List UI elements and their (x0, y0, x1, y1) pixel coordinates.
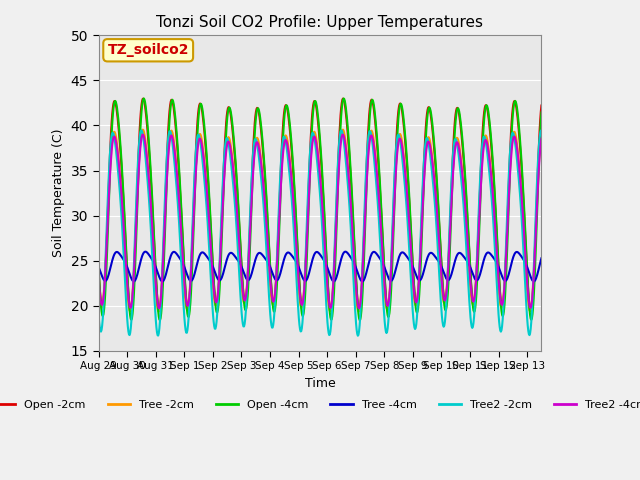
Tree2 -4cm (424, 139, 432, 144)
Tree -4cm (342, 249, 349, 254)
Tree2 -4cm (97, 296, 104, 302)
X-axis label: Time: Time (305, 377, 335, 390)
Open -2cm (339, 96, 347, 101)
Open -2cm (301, 280, 308, 286)
Open -2cm (95, 267, 102, 273)
Open -4cm (140, 96, 148, 101)
Open -2cm (424, 105, 432, 110)
Tree -4cm (159, 278, 166, 284)
Tree -4cm (95, 264, 102, 270)
Tree -2cm (300, 285, 308, 290)
Tree2 -2cm (413, 315, 420, 321)
Open -4cm (413, 309, 421, 315)
Tree2 -2cm (157, 308, 164, 313)
Tree2 -4cm (157, 298, 164, 304)
Tree -4cm (157, 277, 164, 283)
Line: Open -2cm: Open -2cm (99, 98, 541, 311)
Tree -4cm (538, 255, 545, 261)
Tree -2cm (355, 309, 362, 314)
Tree2 -4cm (413, 295, 421, 300)
Tree2 -2cm (95, 312, 102, 318)
Open -2cm (284, 111, 292, 117)
Tree -2cm (339, 127, 347, 132)
Open -2cm (97, 294, 104, 300)
Tree -4cm (301, 278, 308, 284)
Line: Tree -2cm: Tree -2cm (99, 130, 541, 312)
Tree -2cm (284, 138, 291, 144)
Title: Tonzi Soil CO2 Profile: Upper Temperatures: Tonzi Soil CO2 Profile: Upper Temperatur… (157, 15, 483, 30)
Tree2 -4cm (339, 132, 347, 137)
Open -2cm (413, 298, 421, 303)
Tree2 -2cm (538, 127, 545, 133)
Open -2cm (156, 308, 163, 314)
Tree2 -4cm (300, 287, 308, 292)
Tree -2cm (95, 285, 102, 290)
Tree2 -2cm (354, 333, 362, 338)
Open -2cm (538, 103, 545, 108)
Open -4cm (538, 109, 545, 115)
Y-axis label: Soil Temperature (C): Soil Temperature (C) (52, 129, 65, 257)
Line: Tree2 -2cm: Tree2 -2cm (99, 130, 541, 336)
Tree2 -4cm (95, 276, 102, 282)
Open -4cm (301, 288, 309, 293)
Open -4cm (95, 264, 102, 270)
Open -4cm (158, 303, 166, 309)
Line: Tree2 -4cm: Tree2 -4cm (99, 134, 541, 308)
Tree -4cm (284, 250, 292, 255)
Tree2 -4cm (355, 305, 363, 311)
Tree2 -4cm (538, 136, 545, 142)
Tree -4cm (424, 253, 432, 259)
Open -2cm (157, 295, 165, 301)
Tree2 -2cm (97, 328, 104, 334)
Line: Open -4cm: Open -4cm (99, 98, 541, 320)
Tree -2cm (538, 131, 545, 136)
Open -4cm (156, 317, 164, 323)
Open -4cm (97, 295, 104, 301)
Tree -2cm (97, 302, 104, 308)
Tree -2cm (413, 294, 421, 300)
Tree2 -2cm (284, 152, 291, 158)
Open -4cm (285, 111, 292, 117)
Tree -2cm (157, 298, 164, 303)
Tree2 -2cm (424, 136, 431, 142)
Open -4cm (424, 108, 432, 113)
Tree -4cm (413, 276, 421, 281)
Legend: Open -2cm, Tree -2cm, Open -4cm, Tree -4cm, Tree2 -2cm, Tree2 -4cm: Open -2cm, Tree -2cm, Open -4cm, Tree -4… (0, 396, 640, 415)
Tree -4cm (97, 269, 104, 275)
Tree2 -2cm (300, 289, 308, 295)
Tree -2cm (424, 134, 432, 140)
Line: Tree -4cm: Tree -4cm (99, 252, 541, 281)
Text: TZ_soilco2: TZ_soilco2 (108, 43, 189, 57)
Tree2 -4cm (284, 143, 291, 148)
